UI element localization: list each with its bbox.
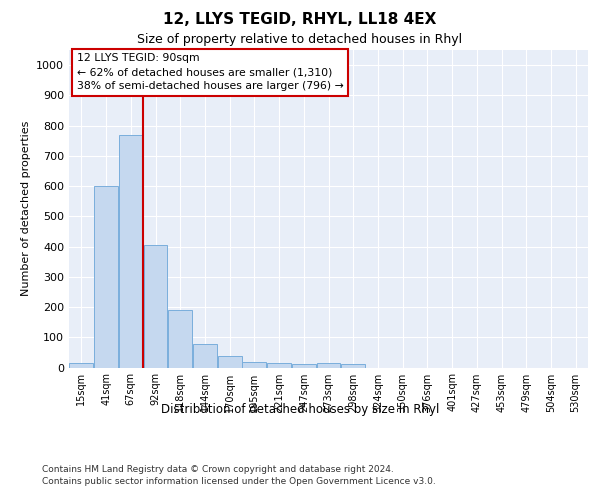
Bar xyxy=(193,344,217,368)
Text: Contains public sector information licensed under the Open Government Licence v3: Contains public sector information licen… xyxy=(42,478,436,486)
Bar xyxy=(168,310,192,368)
Text: 12, LLYS TEGID, RHYL, LL18 4EX: 12, LLYS TEGID, RHYL, LL18 4EX xyxy=(163,12,437,28)
Bar xyxy=(70,363,94,368)
Bar xyxy=(267,363,291,368)
Bar xyxy=(218,356,242,368)
Text: 12 LLYS TEGID: 90sqm
← 62% of detached houses are smaller (1,310)
38% of semi-de: 12 LLYS TEGID: 90sqm ← 62% of detached h… xyxy=(77,53,344,91)
Y-axis label: Number of detached properties: Number of detached properties xyxy=(20,121,31,296)
Text: Distribution of detached houses by size in Rhyl: Distribution of detached houses by size … xyxy=(161,402,439,415)
Text: Size of property relative to detached houses in Rhyl: Size of property relative to detached ho… xyxy=(137,32,463,46)
Text: Contains HM Land Registry data © Crown copyright and database right 2024.: Contains HM Land Registry data © Crown c… xyxy=(42,465,394,474)
Bar xyxy=(292,364,316,368)
Bar xyxy=(341,364,365,368)
Bar xyxy=(119,134,143,368)
Bar xyxy=(143,245,167,368)
Bar xyxy=(242,362,266,368)
Bar xyxy=(317,363,340,368)
Bar xyxy=(94,186,118,368)
